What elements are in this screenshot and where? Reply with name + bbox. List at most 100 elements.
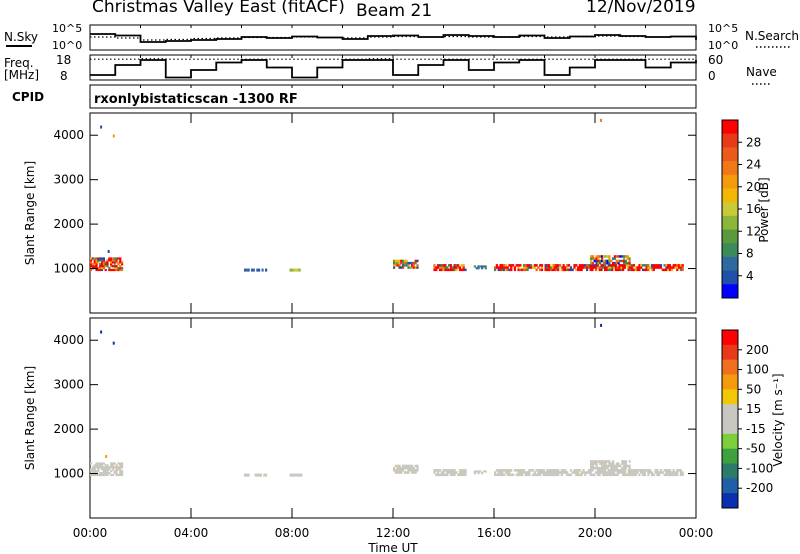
range-cell bbox=[394, 471, 397, 474]
range-cell bbox=[580, 471, 583, 474]
range-cell bbox=[604, 466, 607, 470]
colorbar-tick-label: -15 bbox=[746, 422, 766, 436]
range-cell bbox=[580, 268, 583, 272]
power-ylabel: Slant Range [km] bbox=[23, 161, 37, 265]
velocity-colorbar: 200 100 50 15 -15 -50 -100 -200 bbox=[721, 329, 773, 509]
range-cell bbox=[440, 264, 443, 267]
range-cell bbox=[628, 257, 631, 260]
range-cell bbox=[555, 473, 558, 477]
range-cell bbox=[607, 266, 610, 269]
range-cell bbox=[601, 460, 604, 463]
range-cell bbox=[567, 268, 571, 272]
range-cell bbox=[614, 268, 617, 272]
range-cell bbox=[596, 471, 599, 474]
colorbar-cell bbox=[722, 147, 738, 162]
range-cell bbox=[679, 471, 682, 474]
range-cell bbox=[553, 266, 556, 269]
range-cell bbox=[457, 473, 460, 477]
colorbar-tick-label: 8 bbox=[746, 247, 754, 261]
range-cell bbox=[544, 264, 547, 267]
range-cell bbox=[621, 462, 624, 465]
range-cell bbox=[435, 268, 438, 272]
range-cell bbox=[641, 473, 645, 477]
range-cell bbox=[453, 471, 456, 474]
range-cell bbox=[458, 473, 462, 477]
power-axes: 1000 2000 3000 4000 bbox=[53, 113, 697, 313]
colorbar-cell bbox=[722, 133, 738, 148]
range-cell bbox=[560, 473, 563, 477]
range-cell bbox=[654, 264, 657, 267]
colorbar-tick-label: -200 bbox=[746, 481, 773, 495]
range-cell bbox=[115, 464, 118, 467]
range-cell bbox=[600, 268, 603, 272]
range-cell bbox=[99, 268, 102, 272]
range-cell bbox=[654, 471, 657, 474]
chart-title: Christmas Valley East (fitACF) bbox=[92, 0, 345, 17]
range-cell bbox=[104, 468, 107, 471]
range-cell bbox=[481, 472, 484, 475]
range-cell bbox=[258, 268, 261, 272]
range-cell bbox=[396, 264, 399, 267]
range-cell bbox=[667, 264, 670, 267]
range-cell bbox=[111, 261, 115, 264]
range-cell bbox=[597, 261, 600, 265]
range-cell bbox=[484, 265, 487, 268]
range-cell bbox=[542, 473, 545, 477]
range-cell bbox=[672, 266, 675, 269]
range-cell bbox=[638, 266, 641, 269]
range-cell bbox=[549, 266, 553, 269]
range-cell bbox=[539, 473, 542, 477]
range-cell bbox=[540, 266, 544, 269]
range-cell bbox=[595, 261, 598, 265]
range-cell bbox=[521, 469, 524, 472]
colorbar-tick-label: 15 bbox=[746, 402, 761, 416]
range-cell bbox=[449, 266, 452, 269]
range-cell bbox=[626, 261, 629, 265]
freq-lines bbox=[90, 58, 697, 79]
range-cell bbox=[610, 466, 613, 470]
colorbar-cell bbox=[722, 374, 738, 390]
range-cell bbox=[679, 266, 682, 269]
y-tick-label: 3000 bbox=[53, 378, 84, 392]
range-cell bbox=[119, 257, 122, 260]
range-cell bbox=[628, 464, 631, 468]
range-cell bbox=[636, 266, 639, 269]
range-cell bbox=[91, 257, 94, 260]
range-cell bbox=[435, 469, 438, 472]
range-cell bbox=[508, 469, 511, 472]
range-cell bbox=[411, 469, 414, 472]
range-cell bbox=[100, 464, 104, 467]
cpid-value: rxonlybistaticscan -1300 RF bbox=[94, 92, 298, 107]
range-cell bbox=[403, 464, 406, 468]
range-cell bbox=[676, 266, 679, 269]
range-cell bbox=[522, 264, 526, 267]
range-cell bbox=[102, 462, 105, 465]
range-cell bbox=[464, 471, 467, 474]
colorbar-frame bbox=[721, 329, 739, 509]
range-cell bbox=[619, 255, 622, 258]
range-cell bbox=[623, 460, 626, 463]
range-cell bbox=[549, 469, 553, 472]
range-cell bbox=[599, 466, 602, 470]
range-cell bbox=[102, 472, 105, 475]
range-cell bbox=[553, 264, 556, 267]
range-cell bbox=[263, 473, 266, 477]
colorbar-cell bbox=[722, 359, 738, 375]
range-cell bbox=[681, 268, 684, 272]
range-cell bbox=[121, 472, 124, 475]
range-cell bbox=[548, 471, 551, 474]
range-cell bbox=[668, 473, 672, 477]
range-cell bbox=[90, 263, 93, 266]
range-cell bbox=[627, 473, 630, 477]
range-cell bbox=[291, 268, 294, 272]
range-cell bbox=[97, 468, 100, 471]
range-cell bbox=[618, 264, 621, 267]
range-cell bbox=[95, 464, 98, 467]
range-cell bbox=[612, 466, 615, 470]
range-cell bbox=[510, 473, 513, 477]
range-cell bbox=[108, 267, 111, 270]
range-cell bbox=[606, 466, 609, 470]
range-cell bbox=[593, 266, 596, 269]
range-cell bbox=[613, 473, 616, 477]
range-cell bbox=[555, 469, 558, 472]
